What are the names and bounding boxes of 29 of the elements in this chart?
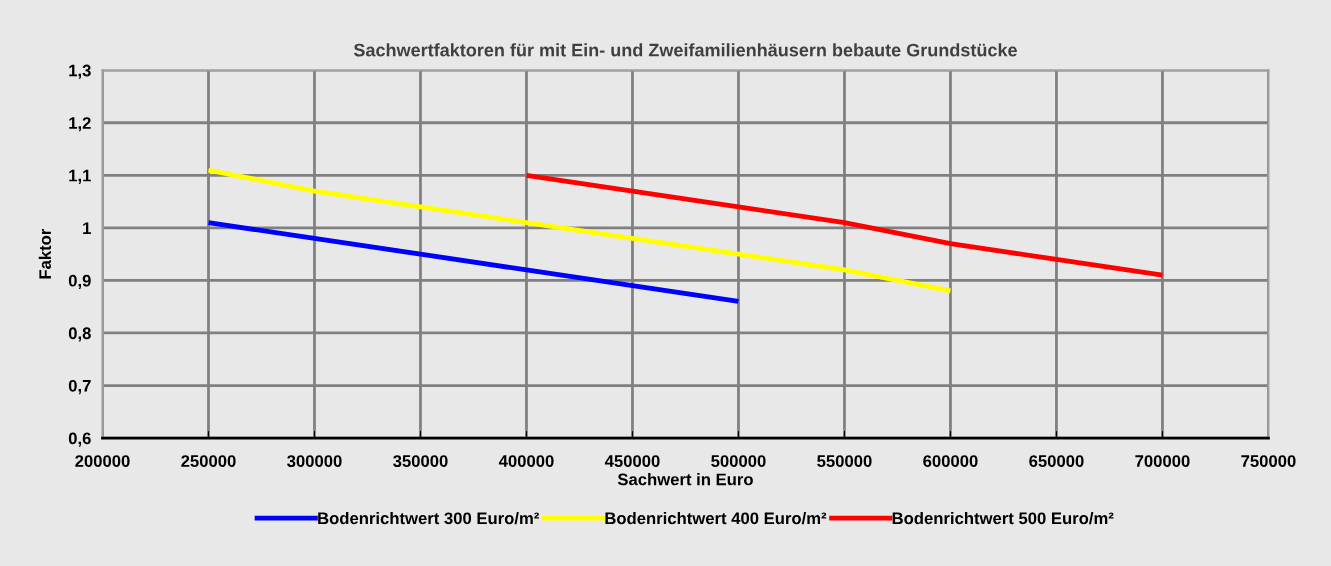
x-tick-label: 450000 bbox=[604, 455, 660, 467]
y-tick-label: 0,6 bbox=[68, 432, 91, 447]
x-tick-label: 250000 bbox=[181, 455, 236, 467]
x-tick-label: 550000 bbox=[817, 455, 872, 467]
legend-label: Bodenrichtwert 400 Euro/m² bbox=[605, 511, 827, 525]
y-axis-title: Faktor bbox=[38, 228, 52, 279]
y-tick-label: 0,8 bbox=[68, 327, 91, 342]
line-series bbox=[524, 172, 1165, 278]
x-tick-label: 700000 bbox=[1135, 455, 1190, 467]
y-tick-label: 0,9 bbox=[68, 274, 91, 290]
x-tick-label: 350000 bbox=[393, 455, 448, 468]
x-tick-label: 300000 bbox=[287, 455, 342, 468]
y-tick-label: 1,2 bbox=[69, 117, 91, 132]
y-tick-label: 1 bbox=[83, 222, 91, 234]
x-tick-label: 400000 bbox=[498, 455, 554, 467]
x-tick-label: 500000 bbox=[711, 455, 766, 467]
y-tick-label: 1,1 bbox=[69, 169, 91, 184]
x-tick-label: 200000 bbox=[75, 455, 130, 467]
x-tick-label: 750000 bbox=[1241, 455, 1296, 467]
legend-label: Bodenrichtwert 500 Euro/m² bbox=[892, 511, 1114, 525]
x-tick-label: 600000 bbox=[923, 455, 978, 467]
y-tick-label: 1,3 bbox=[69, 64, 91, 79]
line-series bbox=[206, 220, 741, 304]
chart-title: Sachwertfaktoren für mit Ein- und Zweifamilienhäusern bebaute Grundstücke bbox=[353, 43, 1017, 57]
line-series bbox=[206, 167, 953, 294]
legend-label: Bodenrichtwert 300 Euro/m² bbox=[318, 511, 539, 525]
y-tick-label: 0,7 bbox=[68, 379, 91, 395]
x-tick-label: 650000 bbox=[1029, 455, 1084, 467]
x-axis-title: Sachwert in Euro bbox=[617, 473, 753, 486]
